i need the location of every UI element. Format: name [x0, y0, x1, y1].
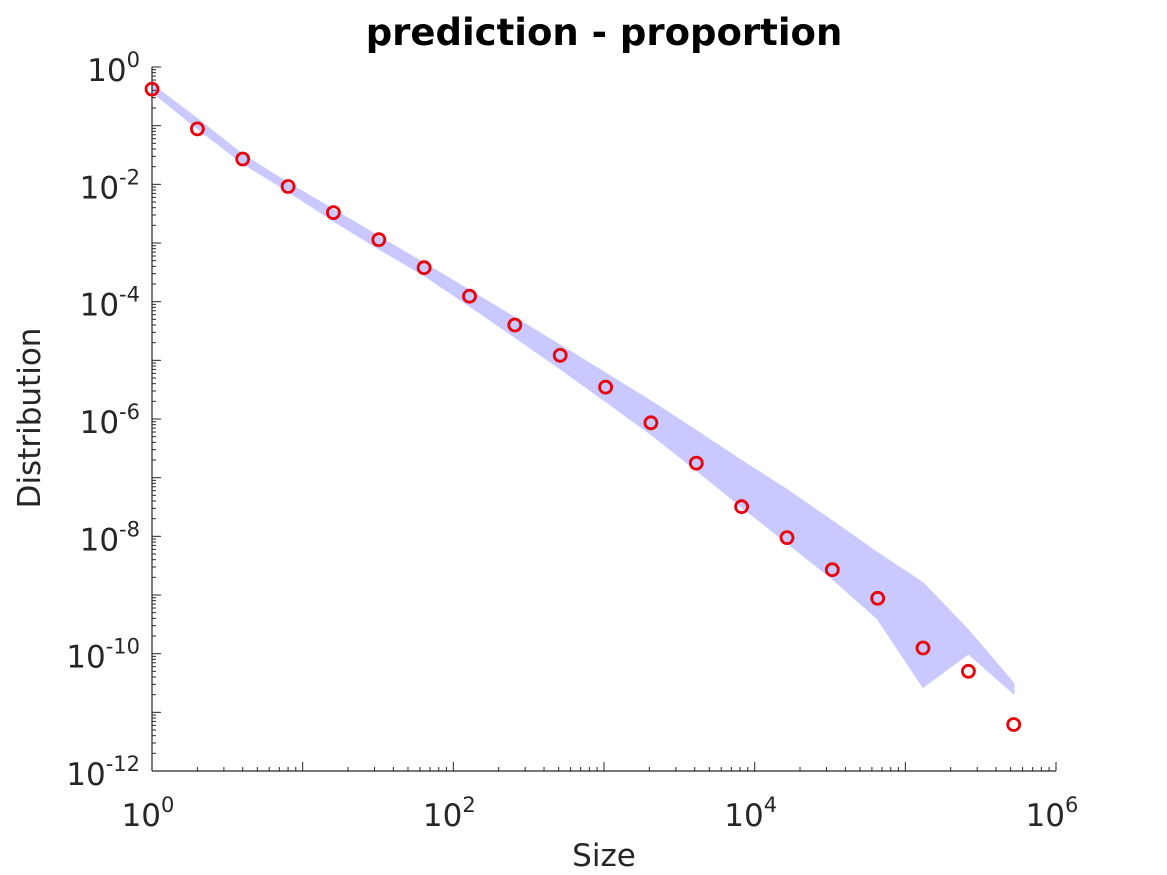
data-point: [235, 151, 251, 167]
data-point: [507, 317, 523, 333]
x-tick-label: 106: [1026, 793, 1079, 834]
x-tick-label-exponent: 2: [462, 793, 475, 817]
data-point: [144, 81, 160, 97]
data-point: [462, 288, 477, 304]
data-point: [734, 499, 749, 515]
y-tick-label: 100: [87, 48, 140, 89]
x-axis-label: Size: [572, 838, 636, 874]
x-tick-label-exponent: 0: [161, 793, 174, 817]
x-tick-label-exponent: 4: [764, 793, 777, 817]
y-tick-label: 10-8: [80, 517, 140, 558]
x-tick-label-base: 10: [724, 798, 763, 834]
y-tick-label-base: 10: [80, 405, 119, 441]
x-tick-label-base: 10: [1026, 798, 1065, 834]
data-point: [643, 415, 659, 431]
y-tick-label-exponent: -4: [119, 283, 140, 307]
y-tick-label-exponent: -2: [119, 165, 140, 189]
x-tick-label-base: 10: [423, 798, 462, 834]
y-tick-label-exponent: -10: [106, 635, 140, 659]
y-tick-label-exponent: -6: [119, 400, 140, 424]
y-tick-label: 10-4: [80, 283, 140, 324]
data-point: [915, 640, 931, 656]
data-point: [824, 562, 840, 578]
prediction-band: [151, 83, 1015, 695]
y-tick-label: 10-2: [80, 165, 140, 206]
y-tick-label: 10-10: [66, 635, 140, 676]
x-tick-label: 102: [423, 793, 476, 834]
y-tick-label-base: 10: [80, 288, 119, 324]
data-point: [325, 205, 341, 221]
data-point: [598, 379, 613, 395]
x-tick-label-exponent: 6: [1065, 793, 1078, 817]
data-point: [688, 455, 704, 471]
y-tick-label-base: 10: [87, 53, 126, 89]
y-axis-label: Distribution: [12, 328, 48, 509]
y-tick-label-base: 10: [80, 522, 119, 558]
plot-area: 100 102 104 10610010-210-410-610-810-1010-1…: [66, 48, 1078, 834]
data-point: [552, 347, 568, 363]
y-tick-label-base: 10: [80, 170, 119, 206]
data-point: [961, 663, 976, 679]
data-point: [870, 590, 886, 606]
y-tick-label: 10-6: [80, 400, 140, 441]
y-tick-label-exponent: 0: [127, 48, 140, 72]
data-point: [416, 260, 432, 276]
y-tick-label-exponent: -8: [119, 517, 140, 541]
y-tick-label: 10-12: [66, 752, 140, 793]
y-tick-label-base: 10: [66, 640, 105, 676]
data-point: [189, 121, 205, 137]
x-tick-label: 100: [122, 793, 175, 834]
x-tick-label-base: 10: [122, 798, 161, 834]
data-point: [1006, 717, 1022, 732]
data-point: [371, 232, 387, 248]
data-point: [280, 179, 296, 194]
y-tick-label-exponent: -12: [106, 752, 140, 776]
y-tick-label-base: 10: [66, 757, 105, 793]
chart-title: prediction - proportion: [366, 11, 843, 54]
data-point: [779, 530, 795, 545]
x-tick-label: 104: [724, 793, 777, 834]
